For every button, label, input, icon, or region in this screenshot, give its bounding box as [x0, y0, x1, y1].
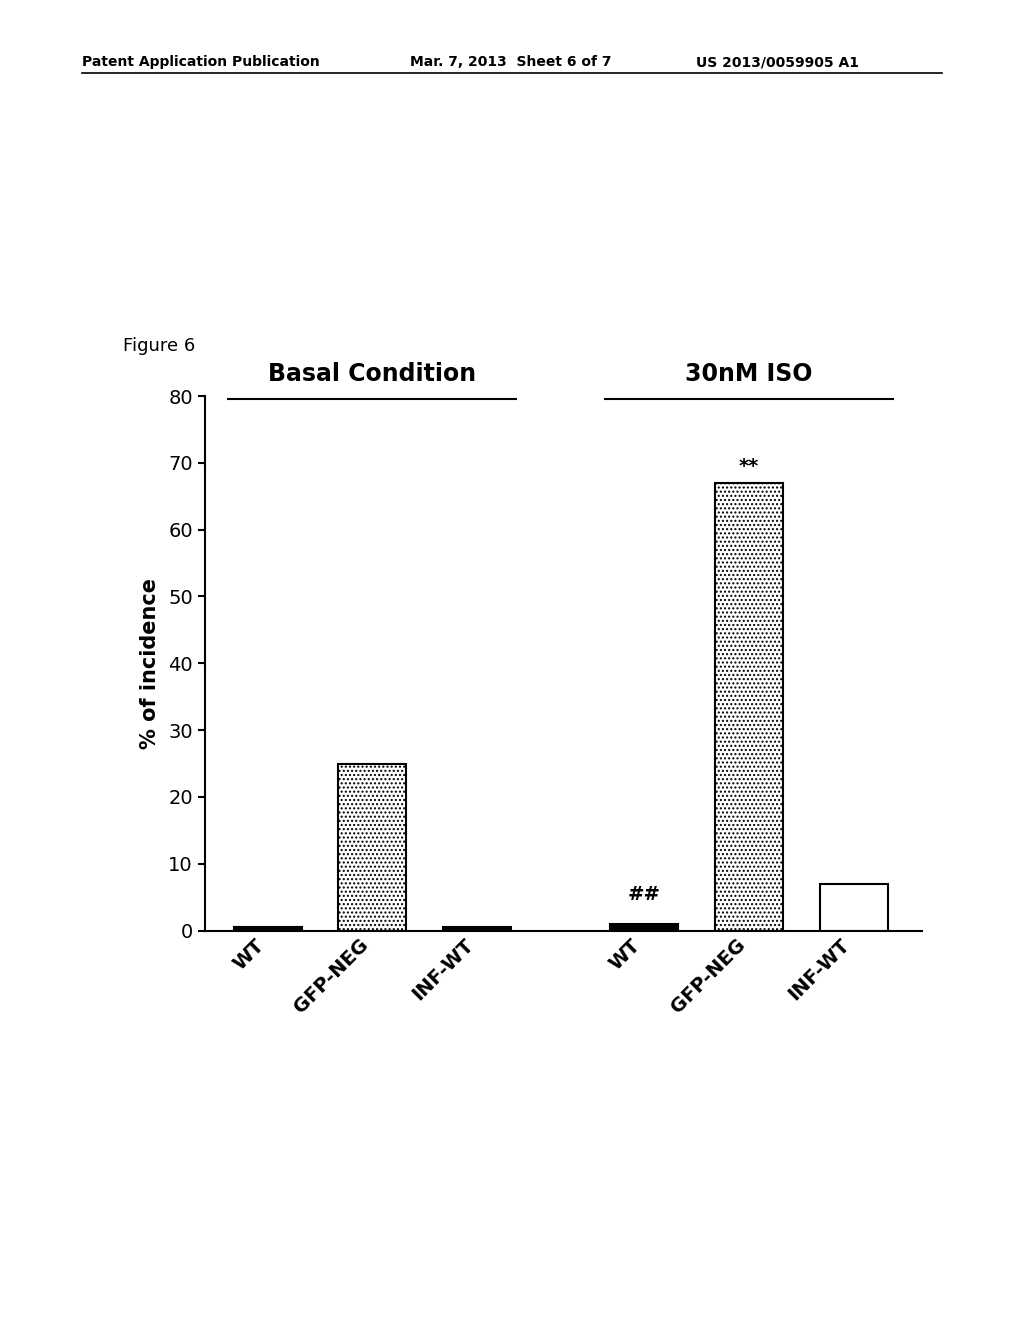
Bar	[715, 483, 783, 931]
Bar	[610, 924, 678, 931]
Bar	[338, 763, 407, 931]
Text: 30nM ISO: 30nM ISO	[685, 362, 813, 385]
Text: ##: ##	[628, 884, 660, 904]
Text: Mar. 7, 2013  Sheet 6 of 7: Mar. 7, 2013 Sheet 6 of 7	[410, 55, 611, 70]
Text: Basal Condition: Basal Condition	[268, 362, 476, 385]
Bar	[442, 927, 511, 931]
Text: Patent Application Publication: Patent Application Publication	[82, 55, 319, 70]
Text: US 2013/0059905 A1: US 2013/0059905 A1	[696, 55, 859, 70]
Y-axis label: % of incidence: % of incidence	[140, 578, 160, 748]
Bar	[819, 884, 888, 931]
Text: Figure 6: Figure 6	[123, 337, 196, 355]
Bar	[233, 927, 302, 931]
Text: **: **	[738, 457, 759, 477]
